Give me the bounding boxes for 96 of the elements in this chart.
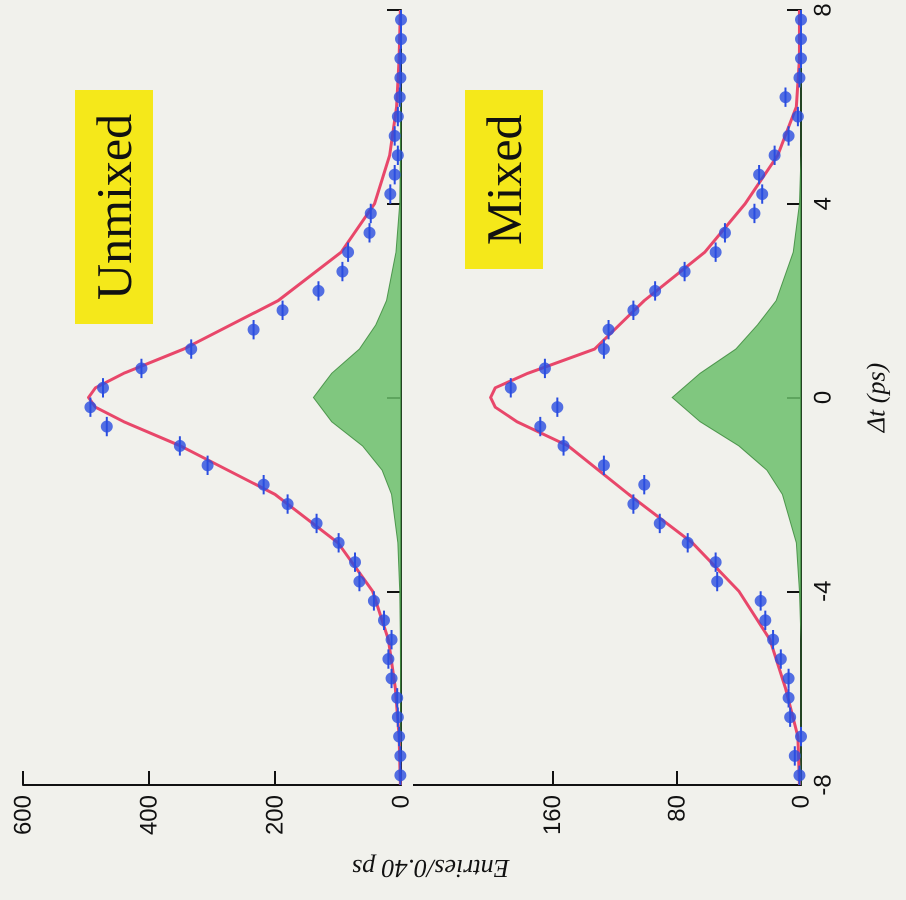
y-tick-label: -4 (810, 580, 836, 602)
x-tick-label: 200 (262, 795, 288, 836)
point (135, 362, 148, 374)
point (185, 343, 198, 356)
point (753, 168, 766, 181)
point (627, 498, 640, 510)
point (793, 769, 806, 782)
point (558, 440, 570, 452)
point (534, 420, 546, 433)
point (392, 711, 404, 724)
point (392, 149, 404, 162)
point (779, 91, 792, 104)
point (767, 634, 780, 646)
point (795, 730, 807, 743)
point (368, 594, 380, 607)
point (84, 401, 96, 414)
point (336, 266, 348, 278)
point (638, 478, 650, 491)
point (364, 226, 376, 239)
point (774, 653, 787, 666)
y-tick-label: 0 (810, 390, 836, 404)
point (258, 478, 270, 491)
point (312, 284, 324, 297)
point (378, 614, 390, 626)
point (759, 614, 772, 626)
y-tick-label: 4 (810, 197, 836, 210)
annotation: Mixed (465, 90, 543, 269)
point (391, 692, 404, 704)
point (202, 459, 214, 472)
point (386, 634, 398, 646)
point (282, 498, 294, 510)
point (388, 130, 401, 142)
x-tick-label: 400 (136, 795, 162, 836)
x-tick-label: 0 (788, 795, 814, 808)
point (678, 266, 691, 278)
point (795, 14, 807, 26)
point (654, 517, 666, 530)
point (386, 672, 398, 684)
point (627, 304, 640, 316)
point (782, 672, 795, 684)
point (782, 130, 795, 142)
point (342, 246, 354, 258)
point (711, 576, 724, 588)
x-tick-label: 600 (10, 795, 36, 836)
point (768, 149, 781, 162)
point (394, 769, 406, 782)
point (394, 91, 406, 104)
point (795, 52, 807, 64)
point (276, 304, 289, 316)
point (788, 750, 801, 762)
y-axis-title: Δt (ps) (862, 362, 890, 434)
point (332, 536, 345, 549)
point (795, 33, 807, 46)
x-tick-label: 80 (663, 795, 690, 822)
point (248, 324, 260, 336)
point (394, 750, 406, 762)
point (792, 110, 804, 123)
point (602, 324, 615, 336)
x-tick-label: 160 (539, 795, 566, 836)
point (598, 459, 610, 472)
point (393, 730, 406, 743)
point (649, 284, 662, 297)
y-tick-label: 8 (810, 3, 836, 17)
point (710, 556, 722, 568)
point (504, 382, 517, 394)
point (310, 517, 323, 530)
point (97, 382, 110, 394)
point (754, 594, 767, 607)
point (392, 110, 404, 123)
point (538, 362, 551, 374)
point (395, 14, 407, 26)
point (349, 556, 362, 568)
point (782, 692, 795, 704)
x-tick-label: 0 (388, 795, 414, 808)
point (394, 72, 406, 84)
point (174, 440, 186, 452)
point (353, 576, 366, 588)
point (682, 536, 694, 549)
point (100, 420, 113, 433)
point (551, 401, 564, 414)
point (710, 246, 722, 258)
point (748, 207, 760, 220)
point (598, 343, 610, 356)
point (395, 33, 407, 46)
annotation: Unmixed (75, 90, 153, 324)
y-tick-label: -8 (810, 774, 836, 796)
x-axis-title: Entries/0.40 ps (352, 853, 509, 883)
point (756, 188, 768, 200)
point (364, 207, 377, 220)
point (394, 52, 406, 64)
point (388, 168, 401, 181)
point (384, 188, 396, 200)
point (784, 711, 796, 724)
point (382, 653, 394, 666)
point (718, 226, 731, 239)
point (793, 72, 806, 84)
